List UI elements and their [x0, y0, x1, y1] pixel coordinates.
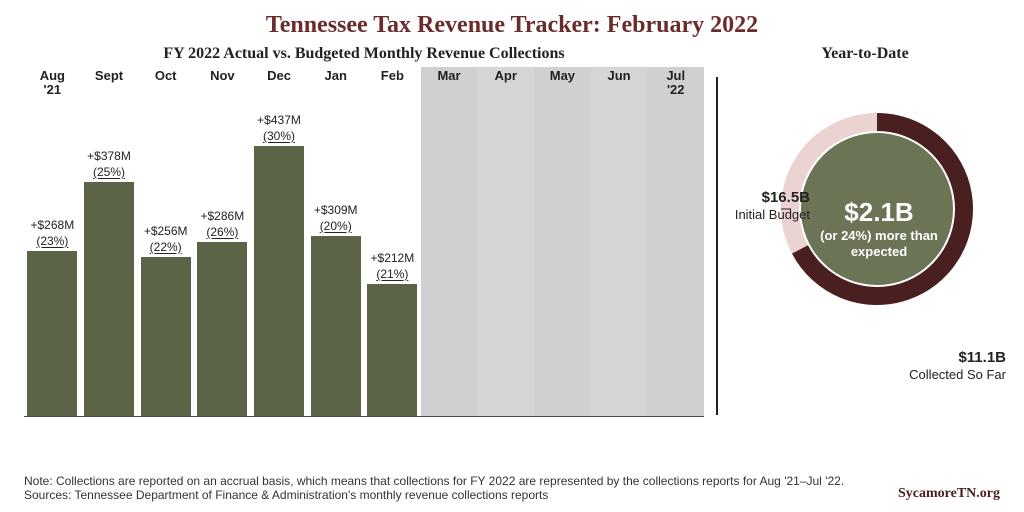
bar-value-label: +$212M(21%) [364, 251, 421, 282]
month-slot: Aug'21 +$268M(23%) [24, 67, 81, 416]
month-slot: Nov +$286M(26%) [194, 67, 251, 416]
month-slot: Mar [421, 67, 478, 416]
callout-initial-budget: $16.5B Initial Budget [714, 189, 810, 223]
month-slot: May [534, 67, 591, 416]
footer: Note: Collections are reported on an acc… [24, 474, 1000, 502]
bar [27, 251, 77, 416]
footer-site: SycamoreTN.org [898, 486, 1000, 502]
initial-budget-label: Initial Budget [714, 207, 810, 223]
footer-note: Note: Collections are reported on an acc… [24, 474, 1000, 488]
bar-chart-panel: FY 2022 Actual vs. Budgeted Monthly Reve… [24, 45, 704, 435]
bar [141, 257, 191, 416]
month-slot: Jan +$309M(20%) [307, 67, 364, 416]
initial-budget-value: $16.5B [714, 189, 810, 207]
month-label: Dec [251, 69, 308, 83]
bar-value-label: +$268M(23%) [24, 218, 81, 249]
center-sub: (or 24%) more than expected [809, 228, 949, 261]
vertical-divider [716, 77, 718, 415]
month-label: Jan [307, 69, 364, 83]
month-label: Sept [81, 69, 138, 83]
bar-value-label: +$437M(30%) [251, 113, 308, 144]
bar-value-label: +$286M(26%) [194, 209, 251, 240]
month-label: Apr [477, 69, 534, 83]
bar-value-label: +$256M(22%) [137, 224, 194, 255]
donut-center-text: $2.1B (or 24%) more than expected [809, 197, 949, 261]
month-slot: Apr [477, 67, 534, 416]
bar [311, 236, 361, 416]
month-label: Aug'21 [24, 69, 81, 98]
bar-value-label: +$309M(20%) [307, 203, 364, 234]
bar-value-label: +$378M(25%) [81, 149, 138, 180]
footer-sources: Sources: Tennessee Department of Finance… [24, 488, 1000, 502]
collected-label: Collected So Far [876, 367, 1006, 383]
month-slot: Feb +$212M(21%) [364, 67, 421, 416]
month-label: May [534, 69, 591, 83]
bar [197, 242, 247, 416]
ytd-panel: Year-to-Date $2.1B (or 24%) more than ex… [730, 45, 1000, 435]
center-big: $2.1B [809, 197, 949, 228]
month-label: Nov [194, 69, 251, 83]
month-label: Mar [421, 69, 478, 83]
callout-collected: $11.1B Collected So Far [876, 349, 1006, 383]
month-label: Feb [364, 69, 421, 83]
ytd-title: Year-to-Date [730, 45, 1000, 63]
donut-wrap: $2.1B (or 24%) more than expected $16.5B… [730, 69, 1000, 399]
month-slot: Sept +$378M(25%) [81, 67, 138, 416]
bar-chart-subtitle: FY 2022 Actual vs. Budgeted Monthly Reve… [24, 45, 704, 63]
bar [84, 182, 134, 416]
main-title: Tennessee Tax Revenue Tracker: February … [24, 12, 1000, 39]
month-label: Oct [137, 69, 194, 83]
month-slot: Dec +$437M(30%) [251, 67, 308, 416]
month-slot: Jun [591, 67, 648, 416]
month-label: Jun [591, 69, 648, 83]
bar [254, 146, 304, 416]
month-slot: Jul'22 [647, 67, 704, 416]
bars-area: Aug'21 +$268M(23%) Sept +$378M(25%) Oct +$256… [24, 67, 704, 417]
month-slot: Oct +$256M(22%) [137, 67, 194, 416]
month-label: Jul'22 [647, 69, 704, 98]
infographic-root: Tennessee Tax Revenue Tracker: February … [0, 0, 1024, 512]
bar [367, 284, 417, 416]
content-row: FY 2022 Actual vs. Budgeted Monthly Reve… [24, 45, 1000, 435]
collected-value: $11.1B [876, 349, 1006, 367]
